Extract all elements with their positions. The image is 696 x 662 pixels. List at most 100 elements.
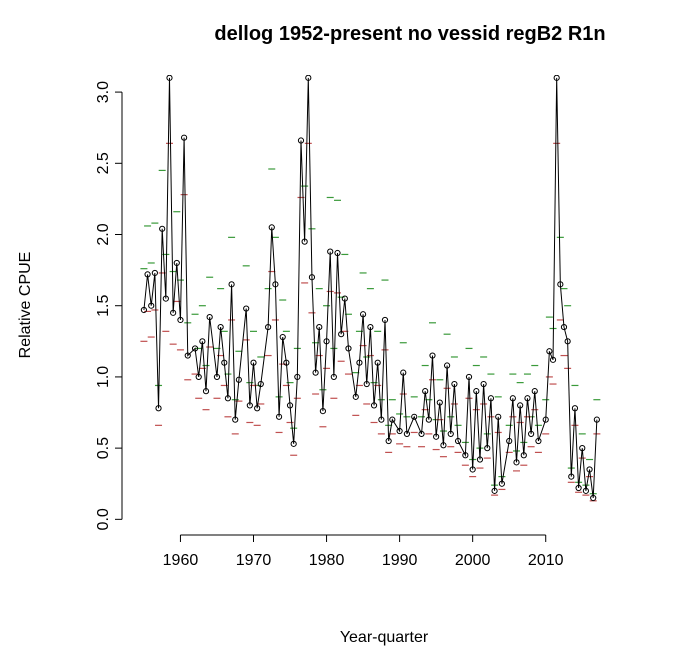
cpue-point xyxy=(593,416,600,423)
cpue-point xyxy=(557,281,564,288)
cpue-point xyxy=(370,402,378,409)
cpue-point xyxy=(286,402,294,409)
cpue-point xyxy=(155,405,162,412)
y-tick-label: 2.0 xyxy=(95,223,112,245)
cpue-point xyxy=(542,416,549,423)
cpue-point xyxy=(487,395,495,402)
cpue-point xyxy=(334,249,341,257)
cpue-point xyxy=(279,333,286,341)
cpue-point xyxy=(254,405,261,412)
cpue-point xyxy=(232,416,239,423)
cpue-point xyxy=(206,314,213,321)
cpue-point xyxy=(378,416,385,423)
cpue-point xyxy=(484,445,491,452)
cpue-point xyxy=(491,487,498,494)
cpue-point xyxy=(546,348,553,355)
cpue-point xyxy=(305,75,312,81)
cpue-point xyxy=(476,456,484,463)
cpue-point xyxy=(228,281,235,288)
y-tick-label: 1.5 xyxy=(95,294,112,316)
cpue-point xyxy=(429,352,436,359)
cpue-point xyxy=(575,484,582,492)
plot-area xyxy=(140,75,601,502)
cpue-point xyxy=(312,369,319,376)
cpue-point xyxy=(316,323,323,331)
cpue-point xyxy=(381,316,389,324)
cpue-point xyxy=(553,75,560,81)
cpue-point xyxy=(290,440,297,447)
cpue-point xyxy=(272,281,279,288)
cpue-line xyxy=(143,77,598,499)
cpue-point xyxy=(411,413,418,420)
cpue-point xyxy=(524,395,531,402)
cpue-point xyxy=(235,376,242,383)
cpue-point xyxy=(338,331,345,338)
cpue-point xyxy=(151,269,158,277)
cpue-point xyxy=(451,380,458,388)
cpue-point xyxy=(195,373,202,381)
x-tick-label: 1980 xyxy=(309,552,345,569)
cpue-point xyxy=(418,430,425,437)
y-tick-label: 3.0 xyxy=(95,81,112,103)
cpue-point xyxy=(528,430,535,437)
cpue-point xyxy=(148,302,155,309)
cpue-point xyxy=(385,437,392,445)
y-tick-label: 0.5 xyxy=(95,437,112,459)
chart-title: dellog 1952-present no vessid regB2 R1n xyxy=(214,23,605,45)
cpue-point xyxy=(297,137,305,144)
cpue-point xyxy=(352,393,359,400)
x-tick-label: 2000 xyxy=(455,552,491,569)
cpue-point xyxy=(367,323,374,331)
cpue-point xyxy=(213,373,221,381)
cpue-point xyxy=(425,416,432,423)
cpue-point xyxy=(184,352,191,359)
y-tick-label: 1.0 xyxy=(95,366,112,388)
cpue-point xyxy=(217,323,224,331)
cpue-point xyxy=(202,388,210,395)
cpue-point xyxy=(568,473,575,480)
x-tick-label: 2010 xyxy=(528,552,564,569)
cpue-point xyxy=(345,345,352,352)
x-tick-label: 1960 xyxy=(163,552,199,569)
cpue-point xyxy=(447,430,454,437)
cpue-point xyxy=(359,311,367,318)
cpue-point xyxy=(159,225,166,232)
cpue-point xyxy=(144,271,151,278)
cpue-point xyxy=(246,402,253,409)
cpue-point xyxy=(224,395,232,402)
cpue-point xyxy=(564,338,571,345)
cpue-point xyxy=(389,416,396,423)
cpue-point xyxy=(590,494,597,502)
cpue-point xyxy=(221,359,228,366)
cpue-point xyxy=(356,359,363,366)
cpue-point xyxy=(268,224,275,231)
cpue-point xyxy=(199,338,206,345)
cpue-point xyxy=(440,442,447,449)
cpue-point xyxy=(422,388,429,395)
cpue-point xyxy=(560,323,568,331)
cpue-point xyxy=(480,380,487,388)
cpue-point xyxy=(374,359,381,366)
cpue-point xyxy=(140,306,148,314)
cpue-point xyxy=(173,259,180,267)
cpue-point xyxy=(443,362,451,369)
cpue-point xyxy=(513,459,520,466)
cpue-point xyxy=(250,359,257,366)
cpue-point xyxy=(341,295,348,302)
cpue-point xyxy=(473,388,480,395)
cpue-point xyxy=(363,380,370,388)
cpue-point xyxy=(465,373,473,381)
cpue-point xyxy=(257,380,264,388)
cpue-point xyxy=(549,356,557,363)
cpue-point xyxy=(170,309,177,316)
cpue-point xyxy=(243,305,250,312)
cpue-point xyxy=(265,323,272,331)
cpue-point xyxy=(275,413,283,420)
cpue-point xyxy=(495,413,502,420)
x-axis-title: Year-quarter xyxy=(340,629,429,646)
cpue-point xyxy=(531,388,538,395)
cpue-point xyxy=(436,399,443,406)
cpue-point xyxy=(506,437,513,445)
cpue-point xyxy=(509,395,516,402)
